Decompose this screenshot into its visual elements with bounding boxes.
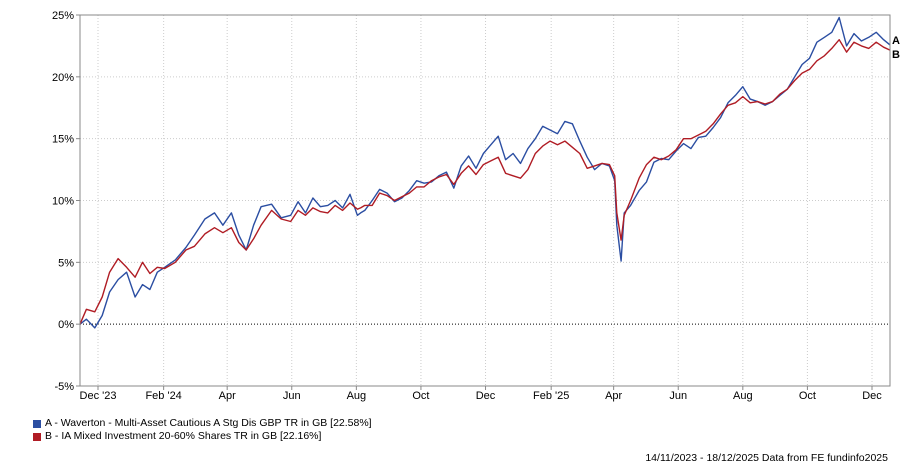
legend-swatch-a bbox=[33, 419, 41, 428]
series-end-label-a: A bbox=[892, 35, 900, 47]
series-line-a bbox=[79, 16, 891, 329]
grid-lines bbox=[80, 14, 890, 387]
x-tick-label: Dec bbox=[476, 390, 496, 402]
legend-item-b: B - IA Mixed Investment 20-60% Shares TR… bbox=[33, 430, 372, 443]
y-axis-ticks: 25% 20% 15% 10% 5% 0% -5% bbox=[52, 10, 80, 393]
x-axis-ticks: Dec '23 Feb '24 Apr Jun Aug Oct Dec Feb '25 Apr J… bbox=[80, 386, 882, 402]
y-tick-label: 20% bbox=[52, 72, 74, 84]
y-tick-label: 25% bbox=[52, 10, 74, 22]
y-tick-label: 5% bbox=[58, 257, 74, 269]
x-tick-label: Jun bbox=[669, 390, 687, 402]
y-tick-label: 0% bbox=[58, 319, 74, 331]
y-tick-label: -5% bbox=[54, 381, 74, 393]
legend: A - Waverton - Multi-Asset Cautious A St… bbox=[33, 417, 372, 443]
series-line-b bbox=[79, 39, 891, 325]
x-tick-label: Feb '25 bbox=[533, 390, 569, 402]
x-tick-label: Aug bbox=[733, 390, 753, 402]
date-range-source-note: 14/11/2023 - 18/12/2025 Data from FE fun… bbox=[645, 452, 888, 464]
x-tick-label: Aug bbox=[347, 390, 367, 402]
x-tick-label: Oct bbox=[799, 390, 816, 402]
series-end-labels: AB bbox=[892, 35, 900, 61]
x-tick-label: Jun bbox=[283, 390, 301, 402]
legend-item-a: A - Waverton - Multi-Asset Cautious A St… bbox=[33, 417, 372, 430]
series-lines bbox=[79, 16, 891, 329]
y-tick-label: 15% bbox=[52, 134, 74, 146]
x-tick-label: Dec bbox=[862, 390, 882, 402]
x-tick-label: Feb '24 bbox=[145, 390, 181, 402]
plot-frame bbox=[79, 14, 891, 387]
series-end-label-b: B bbox=[892, 49, 900, 61]
x-tick-label: Dec '23 bbox=[80, 390, 117, 402]
line-chart: 25% 20% 15% 10% 5% 0% -5% Dec '23 Feb '24 Apr Jun… bbox=[52, 10, 900, 402]
legend-label-a: A - Waverton - Multi-Asset Cautious A St… bbox=[45, 417, 372, 429]
legend-label-b: B - IA Mixed Investment 20-60% Shares TR… bbox=[45, 430, 322, 442]
x-tick-label: Oct bbox=[412, 390, 429, 402]
x-tick-label: Apr bbox=[605, 390, 622, 402]
legend-swatch-b bbox=[33, 432, 41, 441]
y-tick-label: 10% bbox=[52, 196, 74, 208]
x-tick-label: Apr bbox=[219, 390, 236, 402]
